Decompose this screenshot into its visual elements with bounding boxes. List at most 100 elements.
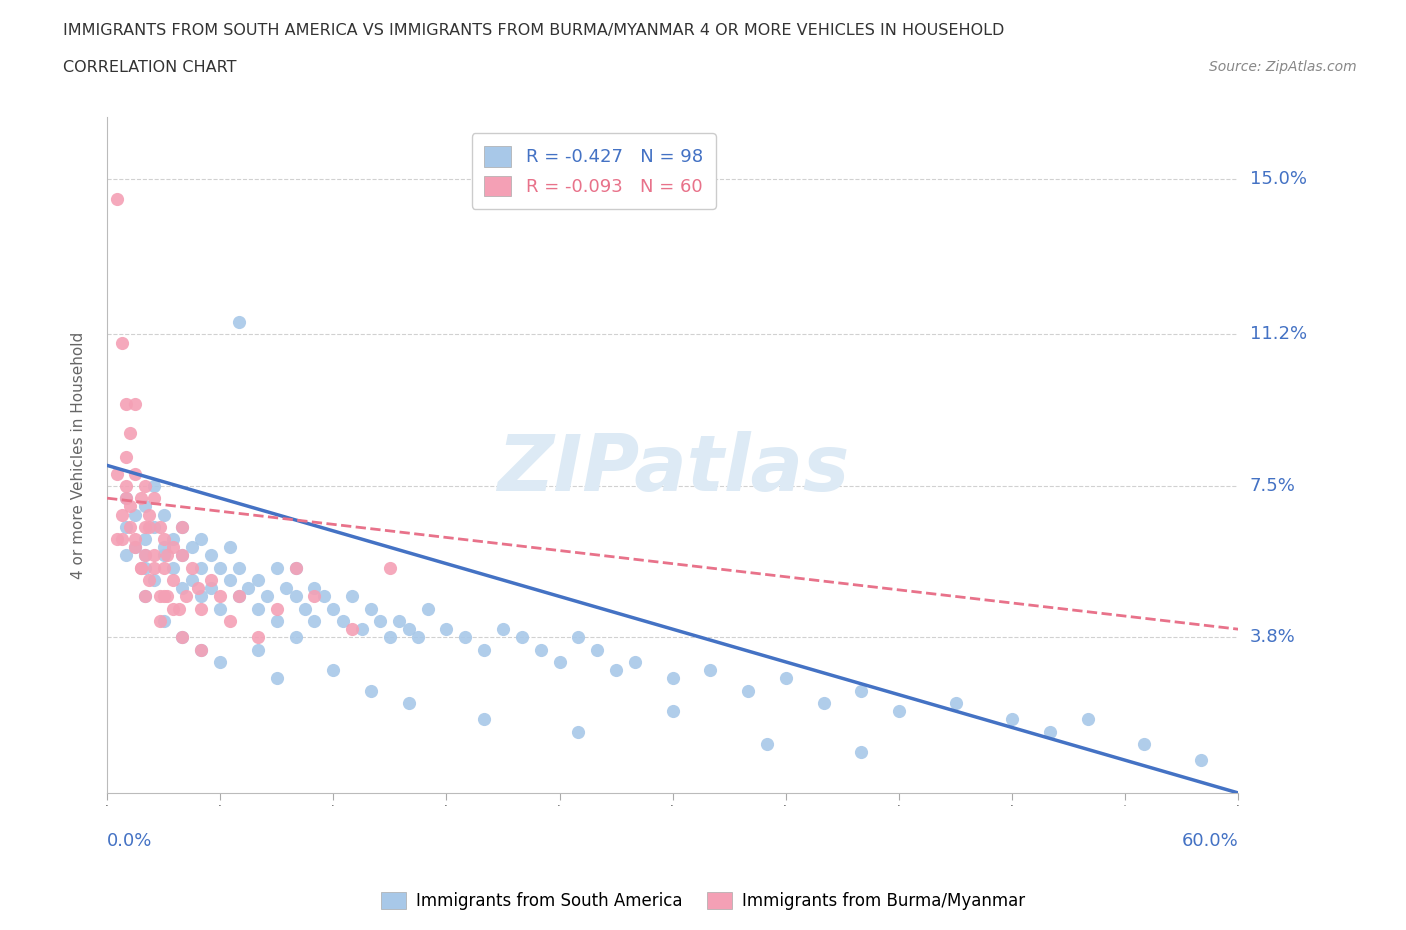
Point (152, 561, 174, 576)
Text: 3.8%: 3.8% (1250, 629, 1295, 646)
Point (162, 539, 184, 554)
Point (190, 643, 212, 658)
Point (284, 589, 307, 604)
Point (134, 498, 156, 513)
Point (134, 561, 156, 576)
Text: 60.0%: 60.0% (1181, 832, 1239, 850)
Point (190, 602, 212, 617)
Point (360, 684, 382, 698)
Point (134, 589, 156, 604)
Point (312, 589, 335, 604)
Point (152, 548, 174, 563)
Point (246, 643, 269, 658)
Point (152, 507, 174, 522)
Point (209, 561, 232, 576)
Point (266, 614, 288, 629)
Point (115, 450, 138, 465)
Point (172, 519, 194, 534)
Text: 7.5%: 7.5% (1250, 477, 1295, 495)
Point (200, 548, 222, 563)
Point (370, 614, 392, 629)
Text: ZIPatlas: ZIPatlas (496, 431, 849, 507)
Point (1133, 737, 1156, 751)
Point (149, 589, 172, 604)
Point (218, 614, 240, 629)
Point (172, 581, 194, 596)
Point (492, 622, 515, 637)
Point (209, 589, 232, 604)
Point (398, 622, 420, 637)
Point (172, 630, 194, 644)
Point (416, 602, 439, 617)
Point (1039, 724, 1062, 739)
Text: IMMIGRANTS FROM SOUTH AMERICA VS IMMIGRANTS FROM BURMA/MYANMAR 4 OR MORE VEHICLE: IMMIGRANTS FROM SOUTH AMERICA VS IMMIGRA… (63, 23, 1005, 38)
Point (172, 519, 194, 534)
Point (436, 622, 458, 637)
Point (134, 478, 156, 493)
Point (510, 630, 533, 644)
Point (124, 539, 146, 554)
Point (115, 478, 138, 493)
Point (813, 696, 835, 711)
Point (129, 561, 152, 576)
Point (200, 581, 222, 596)
Point (190, 643, 212, 658)
Point (340, 589, 363, 604)
Point (398, 696, 420, 711)
Legend: R = -0.427   N = 98, R = -0.093   N = 60: R = -0.427 N = 98, R = -0.093 N = 60 (471, 133, 716, 209)
Legend: Immigrants from South America, Immigrants from Burma/Myanmar: Immigrants from South America, Immigrant… (374, 885, 1032, 917)
Point (322, 663, 344, 678)
Point (152, 532, 174, 547)
Point (661, 704, 683, 719)
Point (118, 519, 141, 534)
Point (181, 561, 204, 576)
Text: CORRELATION CHART: CORRELATION CHART (63, 60, 236, 75)
Point (152, 539, 174, 554)
Point (322, 602, 344, 617)
Point (190, 589, 212, 604)
Point (228, 589, 250, 604)
Point (134, 589, 156, 604)
Point (111, 507, 134, 522)
Point (388, 614, 411, 629)
Point (162, 602, 184, 617)
Point (143, 519, 166, 534)
Point (218, 573, 240, 588)
Point (472, 643, 495, 658)
Point (134, 548, 156, 563)
Point (138, 573, 160, 588)
Point (266, 561, 288, 576)
Point (340, 622, 363, 637)
Point (887, 704, 910, 719)
Point (284, 561, 307, 576)
Point (1077, 711, 1099, 726)
Point (134, 548, 156, 563)
Point (605, 663, 627, 678)
Point (378, 561, 401, 576)
Point (378, 630, 401, 644)
Point (294, 602, 316, 617)
Point (115, 548, 138, 563)
Point (181, 573, 204, 588)
Text: 0.0%: 0.0% (107, 832, 152, 850)
Point (406, 630, 429, 644)
Point (174, 589, 197, 604)
Point (143, 548, 166, 563)
Point (624, 655, 647, 670)
Point (105, 466, 128, 481)
Point (228, 561, 250, 576)
Point (851, 684, 873, 698)
Point (209, 602, 232, 617)
Point (156, 589, 179, 604)
Point (149, 519, 172, 534)
Text: 15.0%: 15.0% (1250, 170, 1306, 188)
Point (143, 573, 166, 588)
Point (567, 630, 589, 644)
Point (115, 491, 138, 506)
Point (134, 519, 156, 534)
Point (548, 655, 571, 670)
Point (143, 561, 166, 576)
Point (172, 630, 194, 644)
Point (118, 498, 141, 513)
Point (209, 655, 232, 670)
